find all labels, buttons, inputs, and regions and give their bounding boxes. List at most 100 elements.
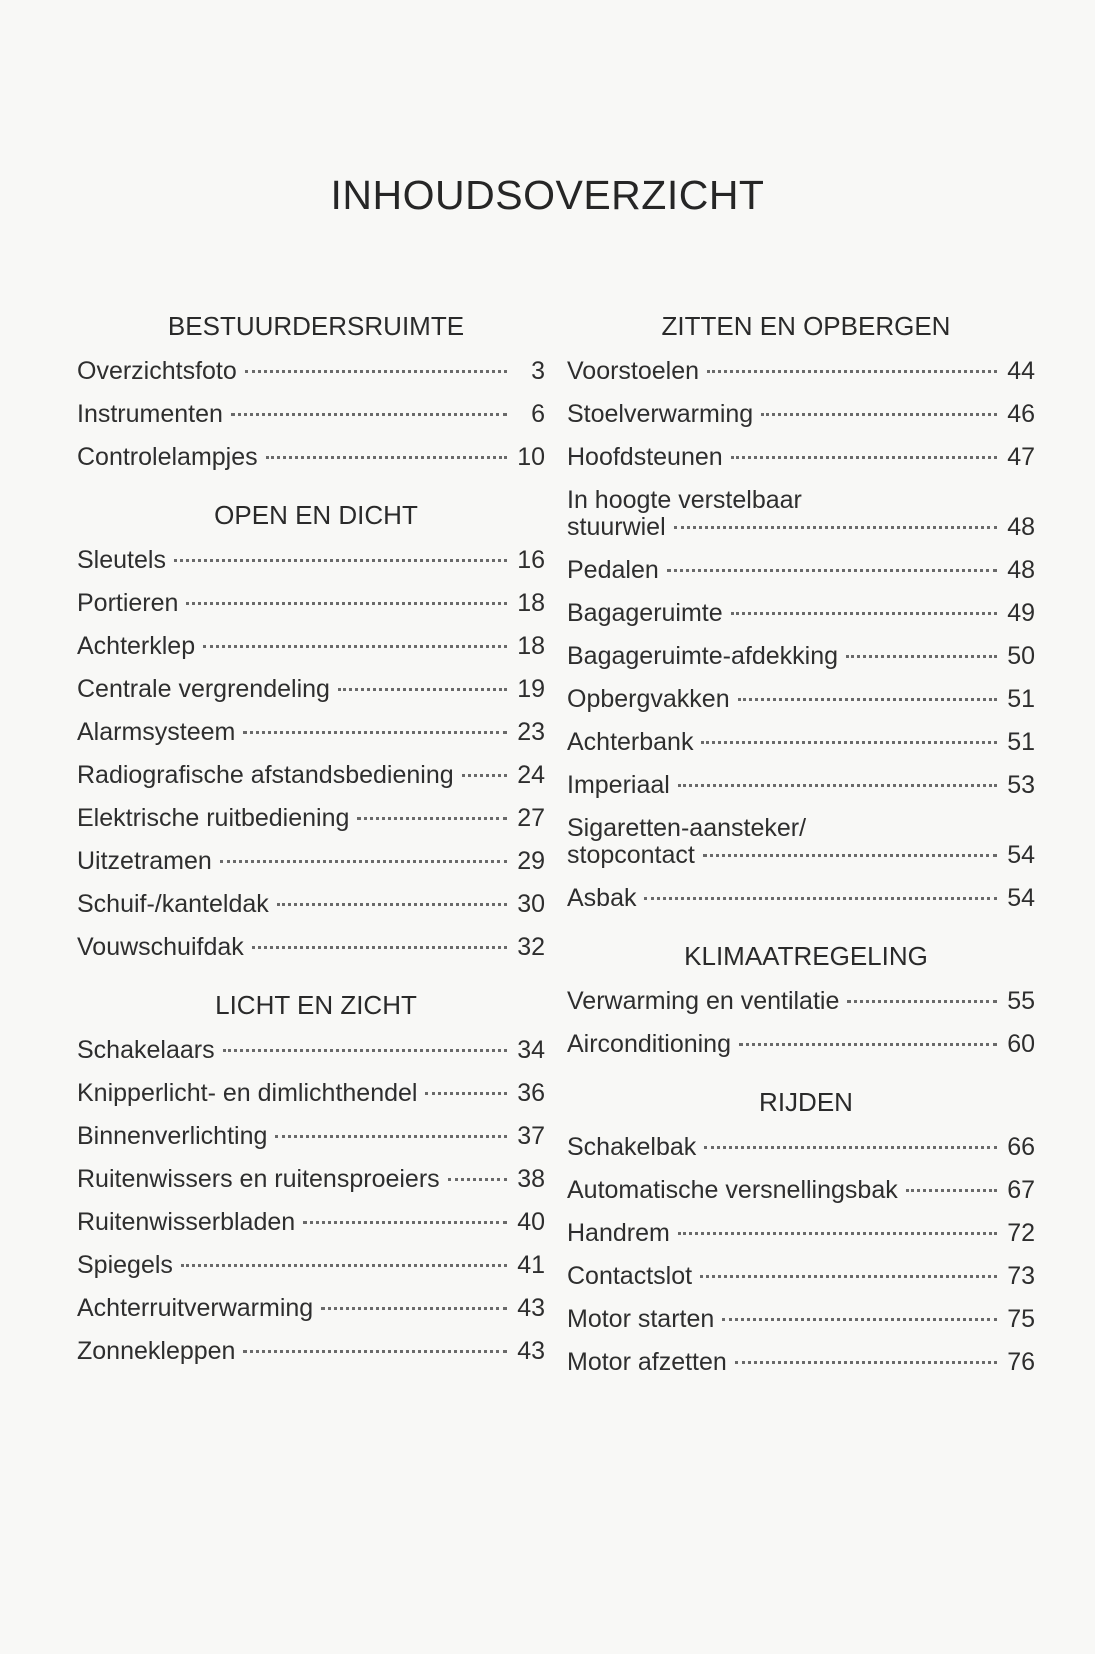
- toc-entry-page: 38: [517, 1165, 545, 1193]
- toc-entry-label: Portieren: [77, 589, 179, 617]
- toc-entry-label: Asbak: [567, 884, 637, 912]
- toc-entry-page: 37: [517, 1122, 545, 1150]
- toc-entry-page: 73: [1007, 1262, 1035, 1290]
- dot-leader: [700, 1275, 997, 1278]
- toc-entry: Sigaretten-aansteker/stopcontact 54: [567, 807, 1035, 877]
- toc-entry-label: Ruitenwissers en ruitensproeiers: [77, 1165, 440, 1193]
- toc-entry-page: 34: [517, 1036, 545, 1064]
- toc-entry-page: 50: [1007, 642, 1035, 670]
- toc-entry: Achterbank 51: [567, 721, 1035, 764]
- toc-entry: Voorstoelen 44: [567, 350, 1035, 393]
- toc-entry-label: Pedalen: [567, 556, 659, 584]
- toc-entry: Contactslot 73: [567, 1255, 1035, 1298]
- toc-entry: Achterruitverwarming 43: [77, 1287, 545, 1330]
- toc-entry-label: Alarmsysteem: [77, 718, 236, 746]
- dot-leader: [173, 559, 507, 562]
- toc-entry: Airconditioning 60: [567, 1023, 1035, 1066]
- dot-leader: [243, 1350, 507, 1353]
- toc-entry-page: 46: [1007, 400, 1035, 428]
- toc-entry-label: Handrem: [567, 1219, 670, 1247]
- toc-entry-page: 23: [517, 718, 545, 746]
- dot-leader: [244, 370, 507, 373]
- toc-entry: Vouwschuifdak 32: [77, 926, 545, 969]
- toc-entry: Instrumenten 6: [77, 393, 545, 436]
- toc-entry-label: Verwarming en ventilatie: [567, 987, 840, 1015]
- toc-entry: Overzichtsfoto 3: [77, 350, 545, 393]
- dot-leader: [644, 897, 997, 900]
- toc-entry-label: Sigaretten-aansteker/: [567, 814, 807, 842]
- dot-leader: [846, 655, 997, 658]
- toc-entry: Hoofdsteunen 47: [567, 436, 1035, 479]
- dot-leader: [677, 784, 997, 787]
- toc-entry-label: Centrale vergrendeling: [77, 675, 330, 703]
- dot-leader: [730, 456, 997, 459]
- toc-entry-page: 54: [1007, 841, 1035, 869]
- toc-entry-page: 55: [1007, 987, 1035, 1015]
- toc-entry-label: Hoofdsteunen: [567, 443, 723, 471]
- toc-entry-label: Binnenverlichting: [77, 1122, 268, 1150]
- section-heading: ZITTEN EN OPBERGEN: [661, 311, 951, 341]
- toc-entry-page: 54: [1007, 884, 1035, 912]
- dot-leader: [230, 413, 507, 416]
- toc-entry: In hoogte verstelbaar stuurwiel 48: [567, 479, 1035, 549]
- toc-entry-page: 76: [1007, 1348, 1035, 1376]
- toc-entry: Elektrische ruitbediening 27: [77, 797, 545, 840]
- toc-entry-page: 6: [531, 400, 545, 428]
- dot-leader: [275, 1135, 507, 1138]
- dot-leader: [701, 741, 997, 744]
- toc-entry-label: Instrumenten: [77, 400, 223, 428]
- dot-leader: [461, 774, 507, 777]
- toc-column-left: BESTUURDERSRUIMTE Overzichtsfoto 3 Instrume…: [77, 302, 545, 1373]
- toc-entry-page: 43: [517, 1337, 545, 1365]
- toc-column-right: ZITTEN EN OPBERGEN Voorstoelen 44 Stoelverw…: [567, 302, 1035, 1384]
- dot-leader: [730, 612, 997, 615]
- toc-entry-label: Radiografische afstandsbediening: [77, 761, 454, 789]
- dot-leader: [203, 645, 507, 648]
- toc-entry-label: Elektrische ruitbediening: [77, 804, 350, 832]
- dot-leader: [276, 903, 507, 906]
- toc-entry-page: 30: [517, 890, 545, 918]
- toc-entry-line: stopcontact 54: [567, 842, 1035, 869]
- toc-entry: Automatische versnellingsbak 67: [567, 1169, 1035, 1212]
- dot-leader: [905, 1189, 997, 1192]
- toc-entry-label: Spiegels: [77, 1251, 173, 1279]
- toc-entry-label: Vouwschuifdak: [77, 933, 244, 961]
- toc-entry-label: Achterbank: [567, 728, 694, 756]
- toc-entry-label: Contactslot: [567, 1262, 693, 1290]
- dot-leader: [251, 946, 507, 949]
- toc-entry-label: stopcontact: [567, 841, 695, 869]
- toc-entry: Imperiaal 53: [567, 764, 1035, 807]
- toc-entry-label: Imperiaal: [567, 771, 670, 799]
- toc-entry: Handrem 72: [567, 1212, 1035, 1255]
- dot-leader: [847, 1000, 997, 1003]
- dot-leader: [447, 1178, 507, 1181]
- toc-entry-page: 36: [517, 1079, 545, 1107]
- dot-leader: [677, 1232, 997, 1235]
- dot-leader: [265, 456, 507, 459]
- toc-entry: Bagageruimte-afdekking 50: [567, 635, 1035, 678]
- toc-entry-label: Achterruitverwarming: [77, 1294, 314, 1322]
- toc-entry: Knipperlicht- en dimlichthendel 36: [77, 1072, 545, 1115]
- toc-entry-page: 48: [1007, 556, 1035, 584]
- toc-entry-label: In hoogte verstelbaar: [567, 486, 802, 514]
- dot-leader: [734, 1361, 997, 1364]
- toc-entry-label: Sleutels: [77, 546, 166, 574]
- toc-entry-page: 19: [517, 675, 545, 703]
- toc-entry-label: Voorstoelen: [567, 357, 700, 385]
- toc-entry-label: stuurwiel: [567, 513, 666, 541]
- toc-entry-label: Schakelaars: [77, 1036, 215, 1064]
- toc-entry: Centrale vergrendeling 19: [77, 668, 545, 711]
- toc-entry: Spiegels 41: [77, 1244, 545, 1287]
- dot-leader: [673, 526, 997, 529]
- dot-leader: [425, 1092, 507, 1095]
- toc-entry: Zonnekleppen 43: [77, 1330, 545, 1373]
- dot-leader: [337, 688, 507, 691]
- dot-leader: [666, 569, 997, 572]
- dot-leader: [222, 1049, 507, 1052]
- toc-entry-line: stuurwiel 48: [567, 514, 1035, 541]
- toc-entry-label: Bagageruimte-afdekking: [567, 642, 838, 670]
- toc-entry-page: 3: [531, 357, 545, 385]
- toc-entry-label: Uitzetramen: [77, 847, 212, 875]
- toc-entry: Schakelaars 34: [77, 1029, 545, 1072]
- toc-entry-page: 24: [517, 761, 545, 789]
